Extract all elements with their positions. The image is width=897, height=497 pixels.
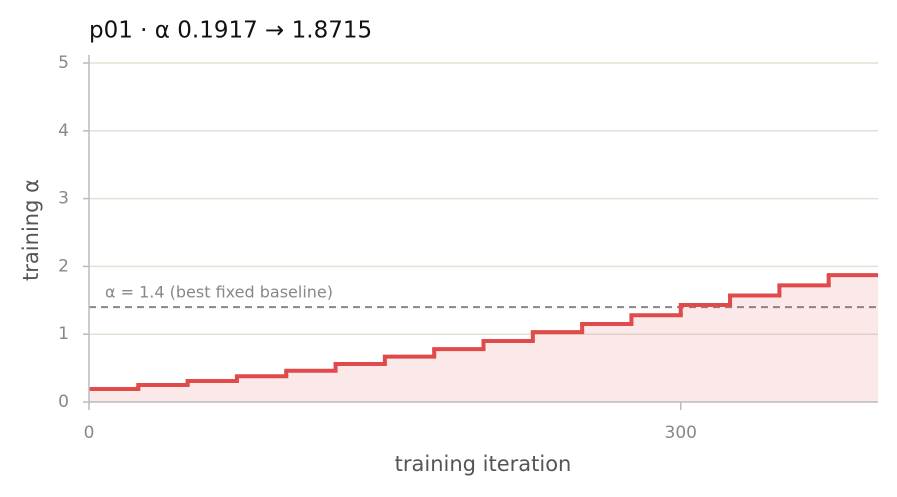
- area-fill: [828, 275, 878, 402]
- y-tick-label: 3: [58, 189, 69, 209]
- x-tick-label: 300: [665, 423, 697, 443]
- area-fill: [236, 376, 287, 402]
- area-fill: [434, 349, 484, 402]
- area-fill: [89, 389, 139, 402]
- area-fill: [138, 385, 188, 402]
- area-fill: [335, 364, 385, 402]
- chart-title: p01 · α 0.1917 → 1.8715: [89, 18, 372, 44]
- y-tick-label: 4: [58, 121, 69, 141]
- area-fill: [483, 340, 533, 402]
- x-axis-label: training iteration: [395, 452, 572, 476]
- y-tick-label: 1: [58, 324, 69, 344]
- x-tick-label: 0: [84, 423, 95, 443]
- area-fill: [582, 324, 632, 402]
- area-fill: [532, 332, 583, 402]
- area-fill: [631, 315, 681, 402]
- area-fill: [680, 305, 731, 402]
- area-fill: [187, 380, 237, 402]
- area-fill: [779, 285, 829, 402]
- area-fill: [286, 370, 336, 402]
- y-tick-label: 2: [58, 256, 69, 276]
- area-fill: [384, 356, 435, 402]
- y-tick-label: 5: [58, 53, 69, 73]
- area-fill: [730, 295, 780, 402]
- baseline-label: α = 1.4 (best fixed baseline): [105, 283, 333, 302]
- y-tick-label: 0: [58, 392, 69, 412]
- y-axis-label: training α: [19, 179, 43, 281]
